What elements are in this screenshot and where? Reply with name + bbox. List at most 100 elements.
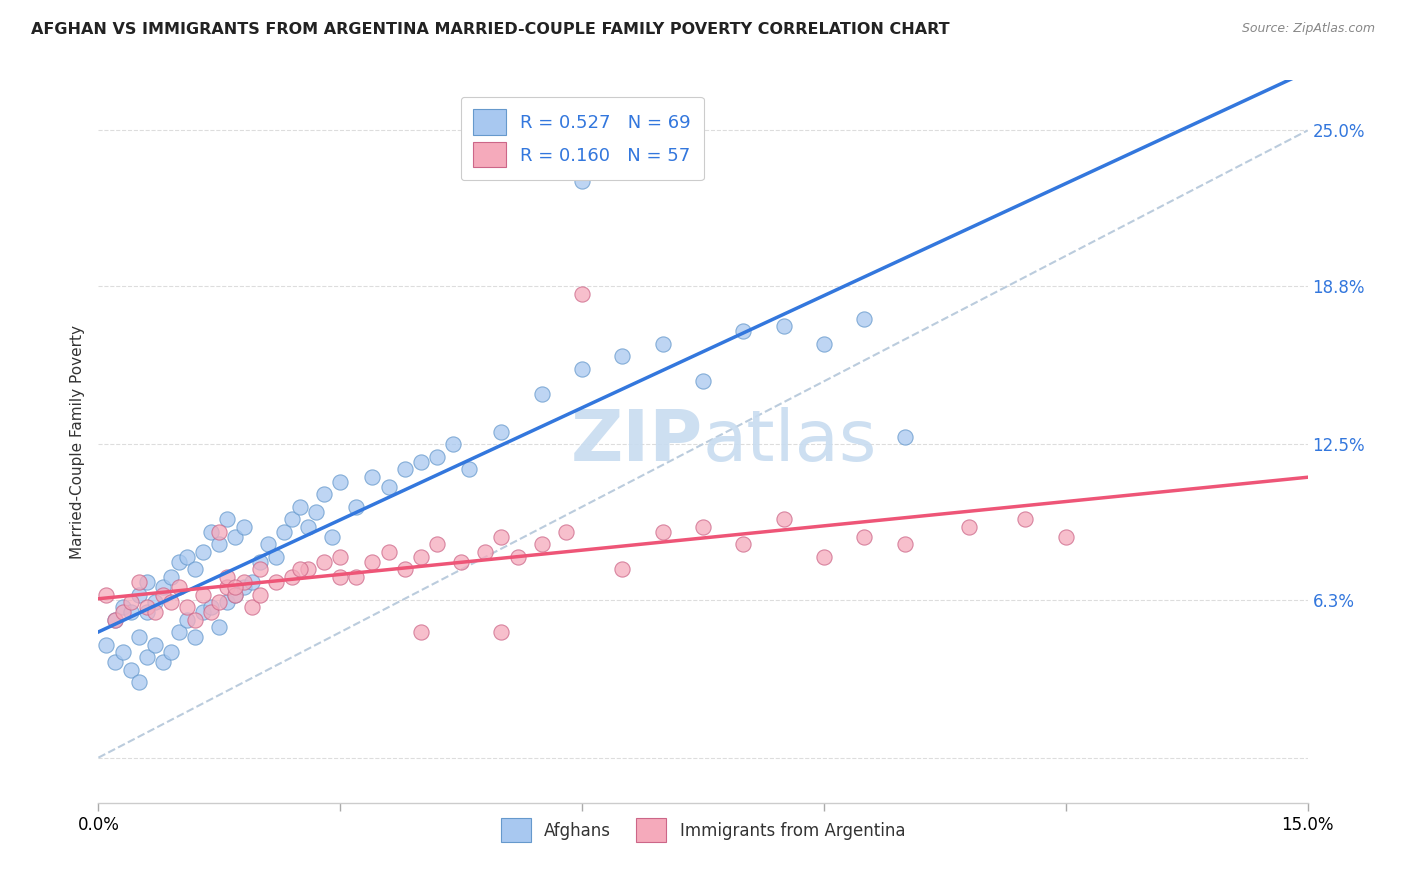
Point [232, 575, 254, 590]
Point [143, 595, 166, 609]
Point [152, 588, 174, 602]
Point [957, 520, 980, 534]
Point [120, 663, 142, 677]
Point [314, 555, 336, 569]
Point [1014, 512, 1036, 526]
Point [409, 455, 432, 469]
Point [491, 625, 513, 640]
Point [297, 562, 319, 576]
Point [152, 655, 174, 669]
Point [441, 437, 464, 451]
Point [135, 600, 157, 615]
Text: Source: ZipAtlas.com: Source: ZipAtlas.com [1241, 22, 1375, 36]
Point [184, 613, 207, 627]
Point [288, 562, 311, 576]
Point [96, 588, 118, 602]
Text: AFGHAN VS IMMIGRANTS FROM ARGENTINA MARRIED-COUPLE FAMILY POVERTY CORRELATION CH: AFGHAN VS IMMIGRANTS FROM ARGENTINA MARR… [31, 22, 949, 37]
Point [571, 173, 593, 188]
Point [143, 605, 166, 619]
Point [813, 549, 835, 564]
Point [232, 580, 254, 594]
Point [692, 375, 714, 389]
Point [240, 600, 263, 615]
Point [474, 545, 496, 559]
Point [167, 555, 190, 569]
Point [772, 319, 794, 334]
Point [193, 588, 215, 602]
Point [120, 595, 142, 609]
Point [264, 549, 287, 564]
Point [733, 324, 755, 338]
Point [200, 600, 222, 615]
Point [450, 555, 472, 569]
Point [555, 524, 578, 539]
Point [224, 588, 246, 602]
Point [103, 613, 125, 627]
Point [329, 475, 352, 489]
Point [651, 524, 673, 539]
Point [853, 311, 876, 326]
Point [193, 545, 215, 559]
Point [394, 562, 416, 576]
Point [249, 588, 271, 602]
Point [733, 537, 755, 551]
Point [184, 630, 207, 644]
Point [128, 675, 150, 690]
Point [176, 613, 198, 627]
Point [208, 620, 231, 634]
Point [208, 595, 231, 609]
Y-axis label: Married-Couple Family Poverty: Married-Couple Family Poverty [69, 325, 84, 558]
Point [329, 570, 352, 584]
Point [103, 613, 125, 627]
Point [128, 588, 150, 602]
Point [152, 580, 174, 594]
Point [135, 575, 157, 590]
Point [208, 537, 231, 551]
Point [530, 387, 553, 401]
Point [160, 595, 183, 609]
Point [426, 450, 449, 464]
Point [193, 605, 215, 619]
Point [176, 600, 198, 615]
Point [224, 530, 246, 544]
Point [160, 570, 183, 584]
Point [232, 520, 254, 534]
Point [128, 630, 150, 644]
Point [281, 570, 304, 584]
Point [249, 562, 271, 576]
Point [612, 349, 634, 363]
Point [506, 549, 529, 564]
Point [692, 520, 714, 534]
Point [491, 530, 513, 544]
Point [377, 545, 399, 559]
Point [217, 512, 239, 526]
Point [200, 605, 222, 619]
Point [344, 570, 367, 584]
Point [217, 595, 239, 609]
Point [893, 429, 915, 443]
Point [612, 562, 634, 576]
Point [249, 555, 271, 569]
Point [361, 469, 384, 483]
Point [167, 625, 190, 640]
Point [321, 530, 343, 544]
Point [314, 487, 336, 501]
Point [111, 600, 134, 615]
Point [167, 580, 190, 594]
Point [135, 605, 157, 619]
Point [281, 512, 304, 526]
Point [853, 530, 876, 544]
Point [305, 505, 328, 519]
Point [297, 520, 319, 534]
Point [176, 549, 198, 564]
Point [224, 588, 246, 602]
Text: ZIP: ZIP [571, 407, 703, 476]
Point [651, 336, 673, 351]
Point [409, 549, 432, 564]
Point [571, 286, 593, 301]
Point [458, 462, 481, 476]
Point [96, 638, 118, 652]
Point [530, 537, 553, 551]
Point [813, 336, 835, 351]
Point [409, 625, 432, 640]
